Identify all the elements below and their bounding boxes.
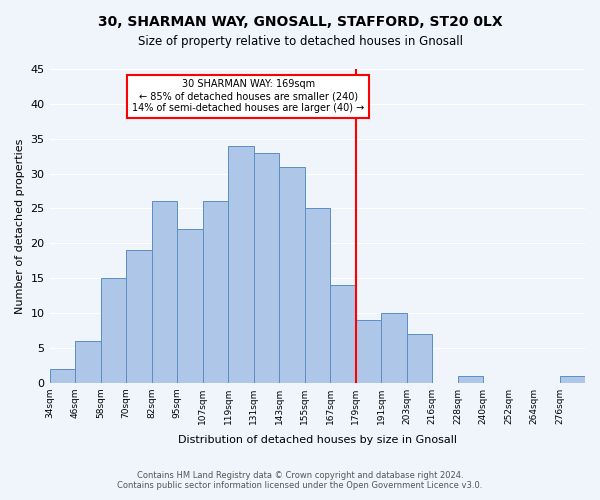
Bar — [101, 278, 126, 382]
Bar — [560, 376, 585, 382]
Text: Contains HM Land Registry data © Crown copyright and database right 2024.
Contai: Contains HM Land Registry data © Crown c… — [118, 470, 482, 490]
Bar — [228, 146, 254, 382]
Bar — [50, 368, 75, 382]
Bar — [177, 230, 203, 382]
Bar — [254, 152, 279, 382]
Text: 30, SHARMAN WAY, GNOSALL, STAFFORD, ST20 0LX: 30, SHARMAN WAY, GNOSALL, STAFFORD, ST20… — [98, 15, 502, 29]
Bar — [152, 202, 177, 382]
Bar — [330, 285, 356, 382]
Bar — [279, 166, 305, 382]
Bar — [356, 320, 381, 382]
Bar — [203, 202, 228, 382]
Bar — [458, 376, 483, 382]
Bar — [75, 341, 101, 382]
X-axis label: Distribution of detached houses by size in Gnosall: Distribution of detached houses by size … — [178, 435, 457, 445]
Bar — [305, 208, 330, 382]
Bar — [126, 250, 152, 382]
Text: 30 SHARMAN WAY: 169sqm
← 85% of detached houses are smaller (240)
14% of semi-de: 30 SHARMAN WAY: 169sqm ← 85% of detached… — [133, 80, 365, 112]
Bar — [407, 334, 432, 382]
Text: Size of property relative to detached houses in Gnosall: Size of property relative to detached ho… — [137, 35, 463, 48]
Y-axis label: Number of detached properties: Number of detached properties — [15, 138, 25, 314]
Bar — [381, 313, 407, 382]
